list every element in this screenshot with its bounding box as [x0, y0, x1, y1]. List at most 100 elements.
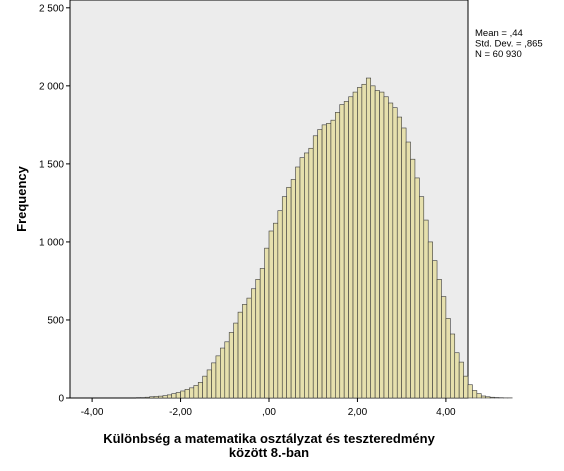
histogram-bar: [348, 96, 354, 399]
histogram-bar: [180, 390, 186, 399]
histogram-bar: [480, 395, 486, 399]
histogram-bar: [286, 186, 292, 399]
histogram-bar: [171, 393, 177, 399]
histogram-bar: [467, 384, 473, 399]
y-tick-label: 0: [58, 394, 64, 405]
x-tick-label: -2,00: [169, 407, 192, 418]
histogram-bar: [162, 395, 168, 399]
y-tick-label: 500: [47, 315, 64, 326]
histogram-bar: [206, 369, 212, 399]
histogram-bar: [184, 389, 190, 399]
histogram-bar: [237, 311, 243, 399]
y-axis: 0 500 1 000 1 500 2 000 2 500: [39, 3, 70, 405]
histogram-bar: [370, 85, 376, 399]
histogram-bar: [308, 147, 314, 399]
y-tick-label: 1 500: [39, 159, 64, 170]
x-tick-label: 2,00: [348, 407, 368, 418]
histogram-bar: [149, 396, 155, 399]
histogram-bar: [242, 304, 248, 399]
histogram-bar: [220, 347, 226, 399]
histogram-bar: [339, 104, 345, 399]
histogram-bar: [436, 279, 442, 399]
histogram-bar: [485, 396, 491, 399]
histogram-bar: [401, 127, 407, 399]
x-axis-title-line-1: Különbség a matematika osztályzat és tes…: [103, 431, 435, 446]
histogram-bar: [158, 395, 164, 399]
histogram-bar: [326, 123, 332, 399]
histogram-bar: [166, 394, 173, 399]
histogram-bar: [463, 375, 469, 399]
histogram-bar: [273, 222, 279, 399]
x-tick-label: -4,00: [81, 407, 104, 418]
histogram-bar: [295, 166, 301, 399]
x-axis-title-line-2: között 8.-ban: [229, 445, 309, 460]
histogram-bar: [379, 91, 385, 399]
histogram-bar: [255, 279, 261, 399]
histogram-bar: [392, 107, 398, 399]
histogram-bar: [441, 296, 447, 399]
histogram-bar: [264, 247, 270, 399]
histogram-bar: [153, 396, 159, 399]
histogram-bar: [268, 230, 274, 399]
histogram-bar: [144, 396, 150, 399]
histogram-bar: [189, 387, 195, 399]
histogram-bar: [202, 375, 208, 399]
histogram-bar: [476, 393, 482, 399]
histogram-bar: [432, 260, 438, 399]
histogram-bar: [304, 152, 310, 399]
histogram-bar: [233, 322, 239, 399]
stat-mean: Mean = ,44: [475, 28, 523, 39]
histogram-bar: [281, 196, 287, 399]
y-tick-label: 2 000: [39, 81, 64, 92]
histogram-bar: [312, 135, 318, 399]
histogram-bar: [489, 396, 495, 399]
histogram-bar: [427, 241, 433, 399]
y-axis-title: Frequency: [14, 165, 29, 232]
histogram-bar: [450, 333, 456, 399]
histogram-bar: [335, 112, 341, 399]
histogram-bar: [365, 77, 372, 399]
histogram-bar: [317, 129, 323, 399]
histogram-bar: [228, 332, 234, 399]
histogram-bar: [472, 390, 478, 399]
histogram-bar: [454, 352, 460, 399]
y-tick-label: 1 000: [39, 237, 64, 248]
histogram-bar: [357, 87, 363, 399]
histogram-bar: [251, 288, 257, 399]
histogram-bar: [361, 83, 367, 399]
histogram-bar: [215, 355, 221, 399]
histogram-bar: [259, 268, 265, 399]
histogram-bar: [374, 90, 380, 399]
histogram-bars: [136, 77, 513, 399]
histogram-bar: [419, 196, 425, 399]
histogram-bar: [423, 219, 429, 399]
histogram-bar: [388, 102, 394, 399]
histogram-bar: [197, 382, 203, 399]
histogram-bar: [211, 362, 217, 399]
x-tick-label: 4,00: [436, 407, 456, 418]
y-tick-label: 2 500: [39, 3, 64, 14]
histogram-bar: [445, 318, 451, 399]
histogram-bar: [290, 179, 296, 399]
histogram-bar: [410, 158, 416, 399]
histogram-bar: [321, 124, 327, 399]
histogram-bar: [224, 341, 230, 399]
histogram-bar: [414, 177, 420, 399]
stat-n: N = 60 930: [475, 49, 522, 60]
histogram-bar: [405, 141, 411, 399]
histogram-bar: [193, 385, 199, 399]
histogram-bar: [458, 361, 464, 399]
stat-std-dev: Std. Dev. = ,865: [475, 39, 543, 50]
histogram-bar: [246, 297, 252, 399]
histogram-bar: [330, 119, 336, 399]
x-tick-label: ,00: [262, 407, 276, 418]
histogram-bar: [396, 116, 402, 399]
x-axis: -4,00 -2,00 ,00 2,00 4,00: [81, 398, 456, 418]
histogram-bar: [343, 101, 349, 399]
histogram-bar: [383, 96, 389, 399]
histogram-bar: [299, 157, 305, 399]
histogram-bar: [352, 91, 358, 399]
histogram-bar: [175, 392, 181, 399]
histogram-bar: [277, 210, 283, 399]
